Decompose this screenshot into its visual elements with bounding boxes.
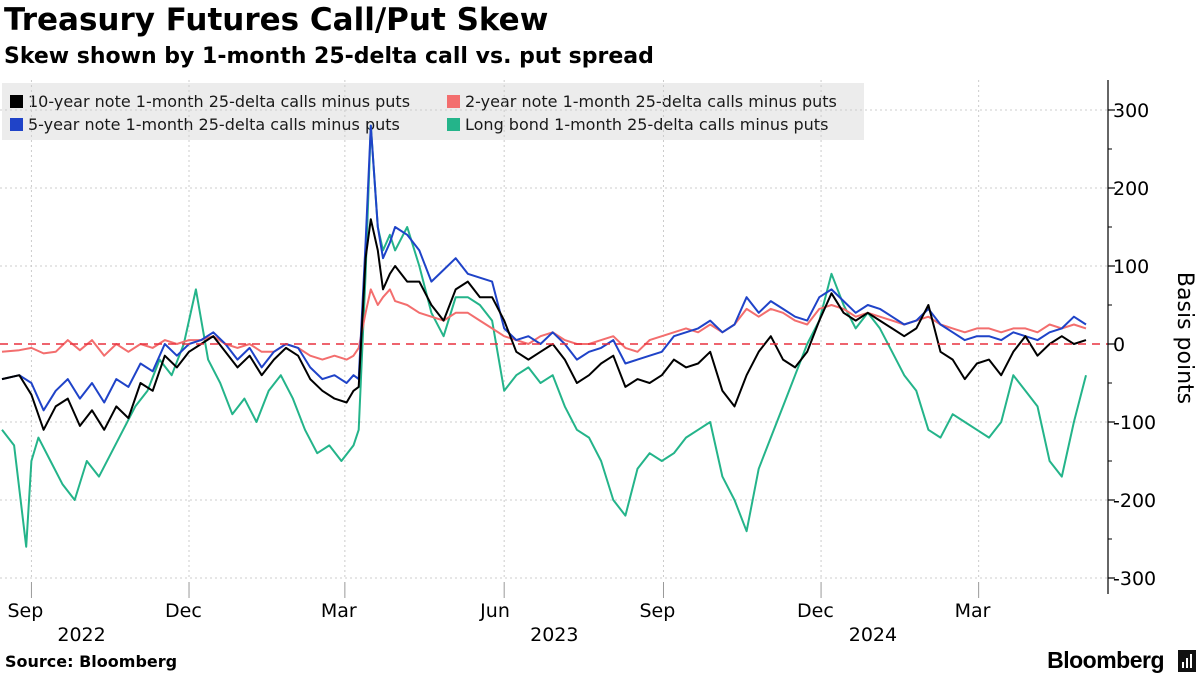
legend-label-2-year: 2-year note 1-month 25-delta calls minus… [465, 91, 837, 111]
legend: 10-year note 1-month 25-delta calls minu… [2, 83, 864, 140]
legend-item-long-bond: Long bond 1-month 25-delta calls minus p… [447, 112, 828, 136]
legend-label-10-year: 10-year note 1-month 25-delta calls minu… [28, 91, 411, 111]
legend-label-5-year: 5-year note 1-month 25-delta calls minus… [28, 114, 400, 134]
x-tick-label: Dec [165, 600, 202, 622]
legend-item-2-year: 2-year note 1-month 25-delta calls minus… [447, 89, 837, 113]
y-tick-label: 200 [1113, 178, 1149, 200]
chart-bars-icon [1178, 650, 1196, 672]
legend-swatch-long-bond [447, 117, 460, 131]
x-year-label: 2024 [849, 624, 897, 646]
y-tick-label: 100 [1113, 256, 1149, 278]
x-tick-label: Sep [7, 600, 43, 622]
x-tick-label: Jun [479, 600, 510, 622]
x-year-label: 2022 [57, 624, 105, 646]
y-tick-label: 300 [1113, 100, 1149, 122]
y-axis: 300 200 100 0 -100 -200 -300 [1107, 80, 1156, 594]
y-tick-label: -200 [1113, 490, 1156, 512]
y-tick-label: 0 [1113, 334, 1125, 356]
chart-subtitle: Skew shown by 1-month 25-delta call vs. … [4, 44, 654, 69]
x-tick-label: Dec [797, 600, 834, 622]
legend-item-5-year: 5-year note 1-month 25-delta calls minus… [10, 112, 400, 136]
series-line-5-year [1, 124, 1087, 412]
source-note: Source: Bloomberg [5, 652, 178, 671]
x-tick-label: Mar [321, 600, 357, 622]
legend-swatch-2-year [447, 94, 460, 108]
x-year-label: 2023 [530, 624, 578, 646]
series-line-10-year [1, 218, 1087, 431]
chart-title: Treasury Futures Call/Put Skew [4, 2, 549, 38]
y-axis-label: Basis points [1172, 272, 1197, 404]
x-axis: Sep Dec Mar Jun Sep Dec Mar 2022 2023 2024 [7, 582, 991, 646]
legend-swatch-5-year [10, 117, 23, 131]
series-line-long-bond [1, 124, 1087, 548]
grid-lines [0, 80, 1108, 580]
y-tick-label: -300 [1113, 568, 1156, 590]
y-tick-label: -100 [1113, 412, 1156, 434]
series-lines [1, 124, 1087, 548]
x-tick-label: Mar [955, 600, 991, 622]
legend-label-long-bond: Long bond 1-month 25-delta calls minus p… [465, 114, 829, 134]
x-tick-label: Sep [639, 600, 675, 622]
legend-item-10-year: 10-year note 1-month 25-delta calls minu… [10, 89, 410, 113]
series-line-2-year [1, 288, 1087, 361]
brand-logo: Bloomberg [1047, 647, 1164, 673]
legend-swatch-10-year [10, 94, 23, 108]
